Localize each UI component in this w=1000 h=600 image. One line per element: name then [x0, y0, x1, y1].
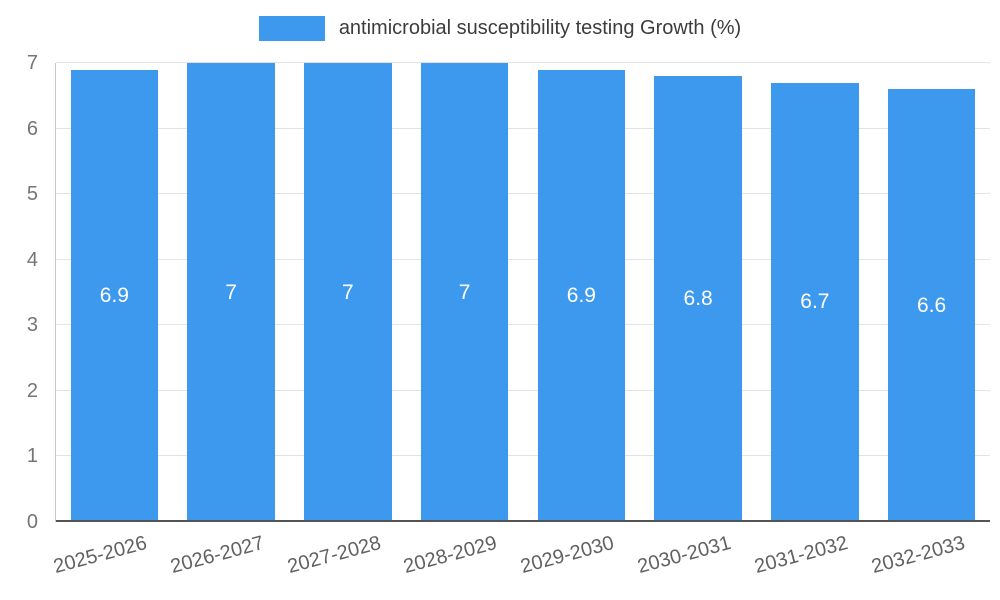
gridline-y1: [56, 455, 990, 457]
bar-2028-2029[interactable]: 7: [420, 63, 509, 522]
bar-2027-2028[interactable]: 7: [304, 63, 392, 522]
bar-value-label: 6.9: [566, 283, 596, 307]
y-tick-label-0: 0: [26, 511, 38, 533]
x-slot: 2028-2029: [402, 522, 523, 600]
bar-slot: 7: [290, 63, 407, 522]
y-axis: 0 1 2 3 4 5 6 7: [0, 53, 46, 532]
bar-2025-2026[interactable]: 6.9: [70, 69, 159, 522]
bars-container: 6.9 7 7 7 6.9 6.8 6.7 6.6: [56, 63, 990, 522]
x-tick-label-2030-2031: 2030-2031: [635, 532, 734, 579]
x-axis-baseline: [56, 520, 990, 522]
bar-value-label: 6.8: [683, 287, 713, 311]
x-slot: 2029-2030: [519, 522, 640, 600]
gridline-y2: [56, 389, 990, 391]
gridline-y6: [56, 127, 990, 129]
chart-legend: antimicrobial susceptibility testing Gro…: [0, 16, 1000, 41]
bar-2032-2033[interactable]: 6.6: [887, 89, 976, 522]
x-tick-label-2026-2027: 2026-2027: [167, 532, 267, 579]
bar-slot: 6.8: [640, 63, 757, 522]
bar-value-label: 7: [225, 280, 237, 304]
y-tick-label-4: 4: [26, 248, 38, 271]
x-tick-label-2032-2033: 2032-2033: [869, 532, 968, 579]
x-tick-label-2029-2030: 2029-2030: [518, 532, 617, 579]
x-slot: 2026-2027: [168, 522, 289, 600]
x-slot: 2027-2028: [285, 522, 406, 600]
plot-area: 6.9 7 7 7 6.9 6.8 6.7 6.6: [55, 62, 990, 522]
x-tick-label-2027-2028: 2027-2028: [284, 532, 383, 579]
bar-slot: 6.7: [757, 63, 874, 522]
y-tick-label-6: 6: [26, 117, 38, 140]
x-tick-label-2025-2026: 2025-2026: [51, 532, 150, 579]
y-tick-label-2: 2: [26, 379, 38, 402]
x-tick-label-2031-2032: 2031-2032: [752, 532, 851, 579]
bar-slot: 6.9: [523, 63, 640, 522]
gridline-y5: [56, 193, 990, 195]
bar-value-label: 7: [342, 280, 354, 304]
x-tick-label-2028-2029: 2028-2029: [401, 532, 500, 579]
gridline-y4: [56, 258, 990, 260]
legend-swatch-icon: [258, 16, 325, 41]
bar-slot: 7: [173, 63, 290, 522]
bar-value-label: 6.6: [917, 293, 947, 317]
gridline-y3: [56, 324, 990, 326]
bar-slot: 6.6: [873, 63, 990, 522]
x-slot: 2031-2032: [752, 522, 873, 600]
y-tick-label-5: 5: [26, 183, 38, 206]
bar-value-label: 6.9: [99, 283, 129, 307]
x-axis: 2025-2026 2026-2027 2027-2028 2028-2029 2029…: [51, 522, 990, 600]
legend-label: antimicrobial susceptibility testing Gro…: [338, 17, 742, 39]
y-tick-label-3: 3: [26, 314, 38, 337]
gridline-y7: [56, 62, 990, 63]
bar-2026-2027[interactable]: 7: [187, 63, 275, 522]
bar-2030-2031[interactable]: 6.8: [654, 76, 742, 522]
x-slot: 2025-2026: [51, 522, 172, 600]
bar-value-label: 7: [458, 280, 471, 304]
bar-slot: 7: [406, 63, 523, 522]
x-slot: 2030-2031: [635, 522, 756, 600]
bar-slot: 6.9: [56, 63, 173, 522]
y-tick-label-1: 1: [26, 445, 38, 468]
bar-2029-2030[interactable]: 6.9: [537, 69, 626, 522]
bar-value-label: 6.7: [800, 290, 830, 314]
x-slot: 2032-2033: [869, 522, 990, 600]
y-tick-label-7: 7: [26, 52, 38, 74]
bar-2031-2032[interactable]: 6.7: [771, 82, 859, 522]
